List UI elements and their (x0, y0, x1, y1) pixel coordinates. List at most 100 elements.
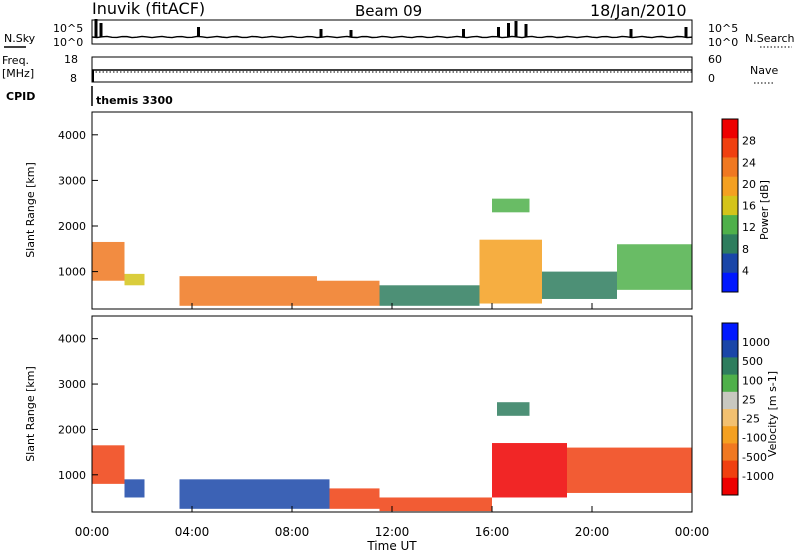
x-tick-label: 00:00 (675, 525, 710, 539)
freq-tick-bottom: 8 (70, 72, 77, 85)
colorbar-swatch (722, 477, 738, 496)
colorbar-swatch (722, 443, 738, 462)
noise-panel: N.Sky 10^5 10^0 N.Search 10^5 10^0 (4, 19, 795, 49)
echo-region (497, 402, 530, 416)
cpid-value: themis 3300 (96, 94, 173, 107)
velocity-colorbar-label: Velocity [m s-1] (766, 371, 779, 457)
velocity-yticks: 1000 2000 3000 4000 (58, 333, 98, 482)
colorbar-tick-label: 100 (742, 374, 763, 387)
y-tick-label: 3000 (58, 378, 86, 391)
echo-region (124, 479, 145, 498)
velocity-panel: 1000 2000 3000 4000 Slant Range [km] 1000 50… (24, 315, 779, 513)
echo-region (617, 244, 692, 290)
freq-label: Freq. (2, 54, 29, 67)
echo-region (567, 447, 692, 493)
station-title: Inuvik (fitACF) (92, 0, 205, 18)
colorbar-swatch (722, 119, 738, 139)
nsky-spikes (94, 19, 688, 37)
colorbar-tick-label: 8 (742, 243, 749, 256)
beam-title: Beam 09 (355, 2, 422, 20)
nave-label: Nave (750, 64, 778, 77)
power-yticks: 1000 2000 3000 4000 (58, 129, 98, 279)
colorbar-swatch (722, 323, 738, 341)
colorbar-tick-label: -100 (742, 432, 767, 445)
nsearch-tick-top: 10^5 (708, 22, 738, 35)
colorbar-tick-label: 28 (742, 135, 756, 148)
date-title: 18/Jan/2010 (590, 1, 687, 20)
colorbar-swatch (722, 426, 738, 444)
nsky-tick-top: 10^5 (53, 22, 83, 35)
x-tick-label: 20:00 (575, 525, 610, 539)
echo-region (329, 488, 380, 509)
nsky-spike (497, 27, 500, 37)
noise-panel-frame (91, 19, 693, 45)
x-tick-label: 12:00 (375, 525, 410, 539)
colorbar-frame (721, 322, 739, 496)
nsky-spike (94, 19, 98, 37)
echo-region (492, 443, 567, 498)
nsearch-tick-bottom: 10^0 (708, 36, 738, 49)
y-tick-label: 1000 (58, 469, 86, 482)
colorbar-swatch (722, 234, 738, 255)
colorbar-tick-label: -1000 (742, 470, 774, 483)
nsky-spike (319, 29, 323, 37)
nsky-spike (462, 29, 465, 37)
x-tick-label: 00:00 (75, 525, 110, 539)
nsky-spike (197, 27, 200, 37)
echo-region (124, 273, 145, 286)
x-tick-label: 16:00 (475, 525, 510, 539)
power-colorbar-label: Power [dB] (758, 180, 771, 240)
colorbar-tick-label: 12 (742, 221, 756, 234)
y-tick-label: 2000 (58, 220, 86, 233)
colorbar-swatch (722, 157, 738, 178)
echo-region (379, 285, 480, 306)
colorbar-swatch (722, 391, 738, 410)
echo-region (317, 280, 380, 306)
echo-region (92, 241, 125, 281)
power-panel: 1000 2000 3000 4000 Slant Range [km] 4 8 12 16… (24, 111, 771, 310)
velocity-ylabel: Slant Range [km] (24, 366, 37, 462)
nsky-label: N.Sky (4, 32, 36, 45)
power-ylabel: Slant Range [km] (24, 162, 37, 258)
colorbar-tick-label: 1000 (742, 336, 770, 349)
colorbar-swatch (722, 340, 738, 358)
y-tick-label: 4000 (58, 129, 86, 142)
colorbar-swatch (722, 215, 738, 235)
colorbar-tick-label: 24 (742, 156, 756, 169)
nsky-spike (349, 30, 353, 37)
echo-region (179, 276, 317, 306)
colorbar-tick-label: -25 (742, 413, 760, 426)
echo-region (479, 239, 542, 304)
colorbar-swatch (722, 253, 738, 274)
velocity-colorbar: 1000 500 100 25 -25 -100 -500 -1000 (721, 322, 774, 496)
echo-region (542, 271, 617, 299)
y-tick-label: 1000 (58, 266, 86, 279)
colorbar-swatch (722, 176, 738, 197)
colorbar-swatch (722, 138, 738, 158)
nave-tick-top: 60 (708, 53, 722, 66)
colorbar-tick-label: -500 (742, 451, 767, 464)
colorbar-tick-label: 4 (742, 264, 749, 277)
velocity-regions (92, 402, 692, 512)
x-axis-ticks: 00:00 04:00 08:00 12:00 16:00 20:00 00:00 (75, 303, 710, 539)
colorbar-swatch (722, 460, 738, 479)
echo-region (492, 198, 530, 213)
x-tick-label: 08:00 (275, 525, 310, 539)
colorbar-tick-label: 16 (742, 200, 756, 213)
y-tick-label: 2000 (58, 423, 86, 436)
power-colorbar: 4 8 12 16 20 24 28 (721, 118, 756, 293)
echo-region (379, 497, 492, 512)
nsky-spike (99, 23, 103, 37)
x-axis-label: Time UT (366, 539, 417, 553)
nsearch-label: N.Search (745, 32, 795, 45)
freq-panel: Freq. [MHz] 18 8 Nave 60 0 (2, 53, 778, 85)
colorbar-tick-label: 25 (742, 393, 756, 406)
nave-tick-bottom: 0 (708, 72, 715, 85)
cpid-label: CPID (6, 90, 35, 103)
y-tick-label: 3000 (58, 174, 86, 187)
nsky-spike (507, 23, 510, 37)
x-tick-label: 04:00 (175, 525, 210, 539)
echo-region (179, 479, 330, 509)
nsky-spike (629, 29, 633, 37)
